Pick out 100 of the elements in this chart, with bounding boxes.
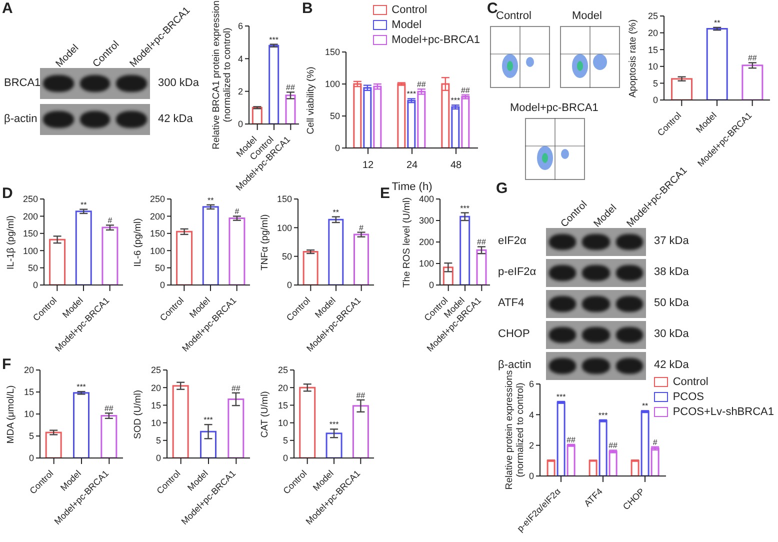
bar — [200, 430, 217, 458]
data-label: *** — [204, 416, 213, 425]
x-axis-title: Time (h) — [392, 181, 432, 193]
bar — [299, 386, 316, 458]
bar — [252, 106, 262, 124]
y-tick-label: 10 — [648, 62, 658, 72]
y-tick-label: 100 — [150, 246, 165, 256]
y-tick-label: 50 — [282, 252, 292, 262]
data-label: *** — [460, 204, 470, 213]
y-tick-label: 25 — [648, 11, 658, 22]
bar — [228, 398, 244, 458]
data-label: *** — [450, 96, 460, 106]
category-label: 42 kDa — [654, 359, 689, 371]
y-tick-label: 2 — [528, 440, 534, 451]
bar — [353, 234, 369, 285]
data-label: # — [108, 216, 113, 226]
bar — [671, 78, 693, 100]
y-tick-label: 0 — [32, 280, 38, 290]
bar — [75, 210, 92, 285]
y-tick-label: 0 — [160, 280, 165, 290]
y-axis-title: Apoptosis rate (%) — [628, 18, 640, 98]
x-tick-label: 12 — [362, 160, 374, 171]
y-tick-label: 150 — [22, 228, 38, 239]
chart-title: E — [380, 185, 390, 202]
y-tick-label: 20 — [150, 382, 161, 393]
bar — [268, 44, 280, 124]
bar — [302, 250, 318, 285]
data-label: ** — [642, 402, 648, 411]
y-tick-label: 20 — [278, 382, 288, 393]
category-label: Model+pc-BRCA1 — [510, 102, 598, 114]
data-label: *** — [76, 382, 86, 392]
y-tick-label: 25 — [150, 365, 161, 376]
category-label: 42 kDa — [158, 112, 193, 124]
y-axis-title: CAT (U/ml) — [260, 390, 272, 438]
y-tick-label: 20 — [24, 365, 34, 376]
y-tick-label: 15 — [278, 400, 288, 410]
data-label: # — [652, 438, 658, 447]
y-tick-label: 10 — [278, 418, 288, 428]
data-label: ## — [231, 384, 241, 393]
category-label: 38 kDa — [654, 266, 689, 278]
category-label: CHOP — [498, 328, 530, 340]
y-axis-title: The ROS level (U/ml) — [402, 196, 414, 288]
y-axis-title: IL-6 (pg/ml) — [132, 218, 144, 266]
y-axis-title: SOD (U/ml) — [132, 389, 144, 439]
data-label: ## — [608, 441, 618, 450]
legend-label: PCOS — [672, 391, 704, 403]
y-tick-label: 0 — [334, 143, 340, 154]
y-axis-title: IL-1β (pg/ml) — [6, 214, 18, 270]
y-tick-label: 100 — [276, 222, 292, 233]
y-tick-label: 20 — [648, 28, 658, 38]
data-label: ## — [460, 86, 470, 95]
y-axis-title: MDA (μmol/L) — [6, 384, 18, 444]
bar — [176, 230, 193, 285]
y-tick-label: 0 — [286, 280, 292, 290]
y-tick-label: 5 — [28, 431, 34, 442]
y-tick-label: 50 — [154, 262, 165, 273]
y-tick-label: 250 — [150, 194, 165, 204]
y-tick-label: 50 — [330, 111, 340, 122]
chart-title: B — [302, 0, 313, 17]
category-label: β-actin — [498, 359, 532, 371]
data-label: ## — [104, 404, 114, 414]
category-label: 30 kDa — [654, 328, 689, 340]
y-tick-label: 15 — [24, 387, 34, 398]
data-label: ## — [477, 238, 486, 247]
y-tick-label: 5 — [652, 78, 658, 88]
y-tick-label: 2 — [238, 86, 243, 97]
data-label: ** — [714, 18, 720, 28]
data-label: *** — [269, 35, 279, 44]
y-tick-label: 4 — [528, 410, 534, 420]
bar — [102, 226, 118, 285]
y-tick-label: 200 — [150, 211, 165, 222]
y-tick-label: 5 — [282, 436, 288, 446]
text: A — [2, 0, 13, 17]
data-label: ** — [208, 196, 214, 205]
data-label: ## — [748, 54, 758, 63]
category-label: 50 kDa — [654, 297, 689, 309]
bar — [742, 64, 764, 100]
bar — [460, 216, 470, 285]
bar — [476, 249, 487, 285]
bar — [172, 385, 189, 458]
text: G — [496, 180, 508, 197]
y-tick-label: 150 — [150, 228, 165, 239]
category-label: 37 kDa — [654, 235, 689, 247]
y-tick-label: 10 — [24, 409, 34, 420]
data-label: # — [359, 223, 364, 232]
y-tick-label: 400 — [418, 194, 434, 204]
y-tick-label: 50 — [28, 262, 38, 273]
y-tick-label: 300 — [418, 216, 434, 226]
y-tick-label: 0 — [156, 453, 161, 464]
bar — [73, 392, 90, 458]
bar — [228, 218, 246, 285]
data-label: ** — [332, 208, 340, 217]
y-tick-label: 6 — [528, 379, 534, 390]
y-axis-title: Relative protein expressions (normalized to control) — [504, 370, 526, 490]
category-label: BRCA1 — [4, 76, 41, 88]
data-label: *** — [329, 420, 339, 430]
category-label: Model — [572, 10, 602, 22]
category-label: eIF2α — [498, 235, 526, 247]
y-tick-label: 250 — [22, 194, 38, 204]
y-tick-label: 150 — [276, 194, 292, 204]
